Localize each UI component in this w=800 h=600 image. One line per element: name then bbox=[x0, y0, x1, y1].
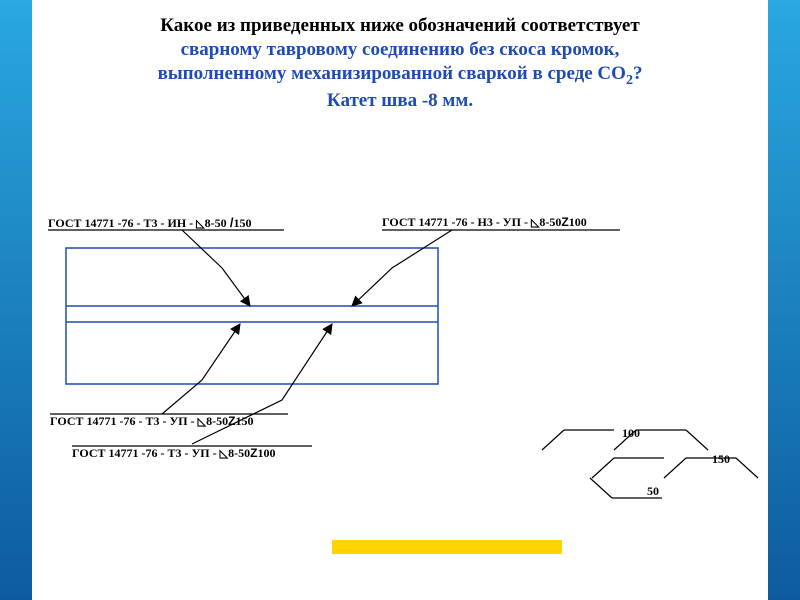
yellow-accent-bar bbox=[332, 540, 562, 554]
dim-label-50: 50 bbox=[647, 484, 659, 499]
gost-label-bot-left: ГОСТ 14771 -76 - Т3 - УП - ◺8-50Z150 bbox=[50, 414, 253, 429]
sidebar-left bbox=[0, 0, 32, 600]
dim-label-100: 100 bbox=[622, 426, 640, 441]
content-area: Какое из приведенных ниже обозначений со… bbox=[32, 0, 768, 600]
gost-label-bot-mid: ГОСТ 14771 -76 - Т3 - УП - ◺8-50Z100 bbox=[72, 446, 275, 461]
gost-label-top-left: ГОСТ 14771 -76 - Т3 - ИН - ◺8-50 /150 bbox=[48, 215, 252, 231]
sidebar-right bbox=[768, 0, 800, 600]
dim-label-150: 150 bbox=[712, 452, 730, 467]
main-diagram bbox=[32, 0, 768, 600]
gost-label-top-right: ГОСТ 14771 -76 - Н3 - УП - ◺8-50Z100 bbox=[382, 215, 587, 230]
